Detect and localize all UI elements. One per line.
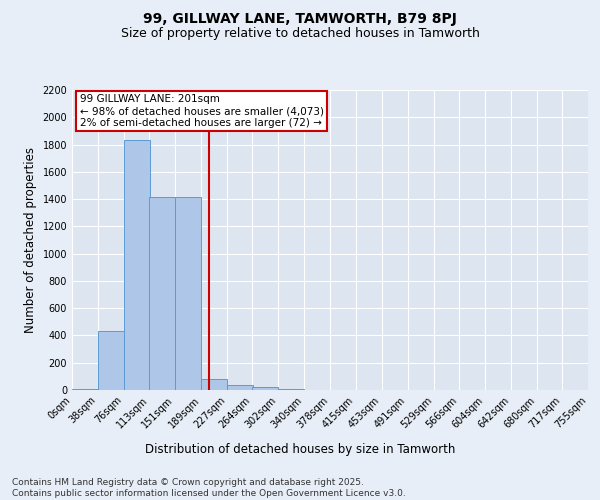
Bar bbox=[227, 385, 253, 390]
Text: Size of property relative to detached houses in Tamworth: Size of property relative to detached ho… bbox=[121, 28, 479, 40]
Bar bbox=[201, 379, 227, 390]
Text: Contains HM Land Registry data © Crown copyright and database right 2025.
Contai: Contains HM Land Registry data © Crown c… bbox=[12, 478, 406, 498]
Text: 99 GILLWAY LANE: 201sqm
← 98% of detached houses are smaller (4,073)
2% of semi-: 99 GILLWAY LANE: 201sqm ← 98% of detache… bbox=[80, 94, 324, 128]
Bar bbox=[253, 386, 278, 390]
Bar bbox=[175, 197, 201, 390]
Bar bbox=[98, 332, 124, 390]
Text: Distribution of detached houses by size in Tamworth: Distribution of detached houses by size … bbox=[145, 442, 455, 456]
Bar bbox=[149, 197, 175, 390]
Bar bbox=[72, 388, 98, 390]
Bar bbox=[124, 140, 150, 390]
Text: 99, GILLWAY LANE, TAMWORTH, B79 8PJ: 99, GILLWAY LANE, TAMWORTH, B79 8PJ bbox=[143, 12, 457, 26]
Y-axis label: Number of detached properties: Number of detached properties bbox=[24, 147, 37, 333]
